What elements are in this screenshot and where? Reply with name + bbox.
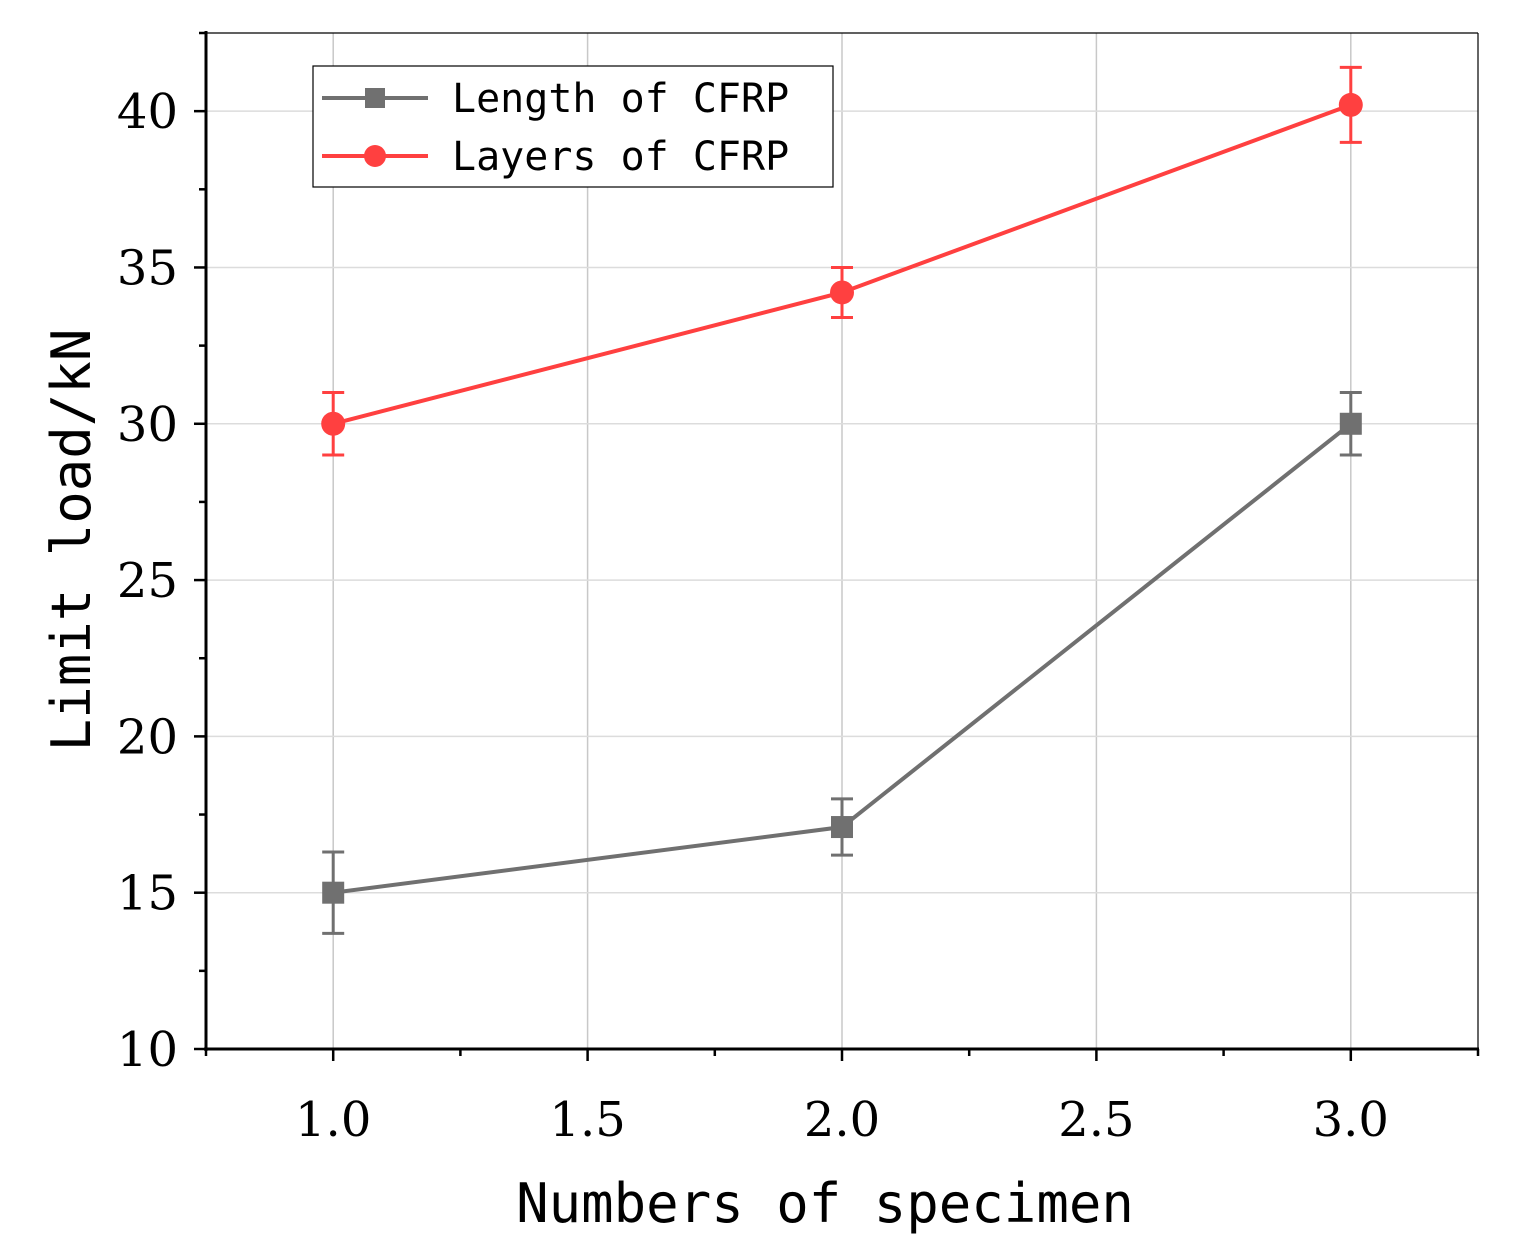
x-tick-label: 3.0 <box>1313 1092 1389 1148</box>
data-point <box>322 881 345 904</box>
y-tick-label: 15 <box>117 866 178 922</box>
legend-label: Layers of CFRP <box>452 134 789 180</box>
series-0 <box>322 391 1362 935</box>
x-tick-label: 1.0 <box>295 1092 371 1148</box>
y-tick-label: 35 <box>117 240 178 296</box>
y-tick-label: 20 <box>117 709 178 765</box>
x-tick-label: 2.0 <box>804 1092 880 1148</box>
y-tick-label: 40 <box>117 84 178 140</box>
y-tick-label: 30 <box>117 397 178 453</box>
legend-label: Length of CFRP <box>452 76 789 122</box>
y-tick-label: 25 <box>117 553 178 609</box>
data-point <box>830 280 854 305</box>
legend: Length of CFRP Layers of CFRP <box>312 65 834 188</box>
data-point <box>1338 92 1363 117</box>
y-tick-label: 10 <box>117 1022 178 1078</box>
x-axis-title: Numbers of specimen <box>516 1172 1134 1235</box>
ticks: 1.0 1.5 2.0 2.5 3.0 10 15 20 25 30 35 40 <box>117 31 1480 1148</box>
y-axis-title: Limit load/kN <box>40 329 103 752</box>
data-point <box>321 411 346 436</box>
series-1 <box>321 65 1363 457</box>
x-tick-label: 1.5 <box>549 1092 625 1148</box>
legend-box <box>312 65 834 188</box>
data-point <box>1339 412 1362 435</box>
legend-marker <box>365 88 385 108</box>
data-point <box>831 816 853 839</box>
plot-area <box>321 65 1363 935</box>
x-tick-label: 2.5 <box>1058 1092 1134 1148</box>
legend-marker <box>364 145 386 167</box>
